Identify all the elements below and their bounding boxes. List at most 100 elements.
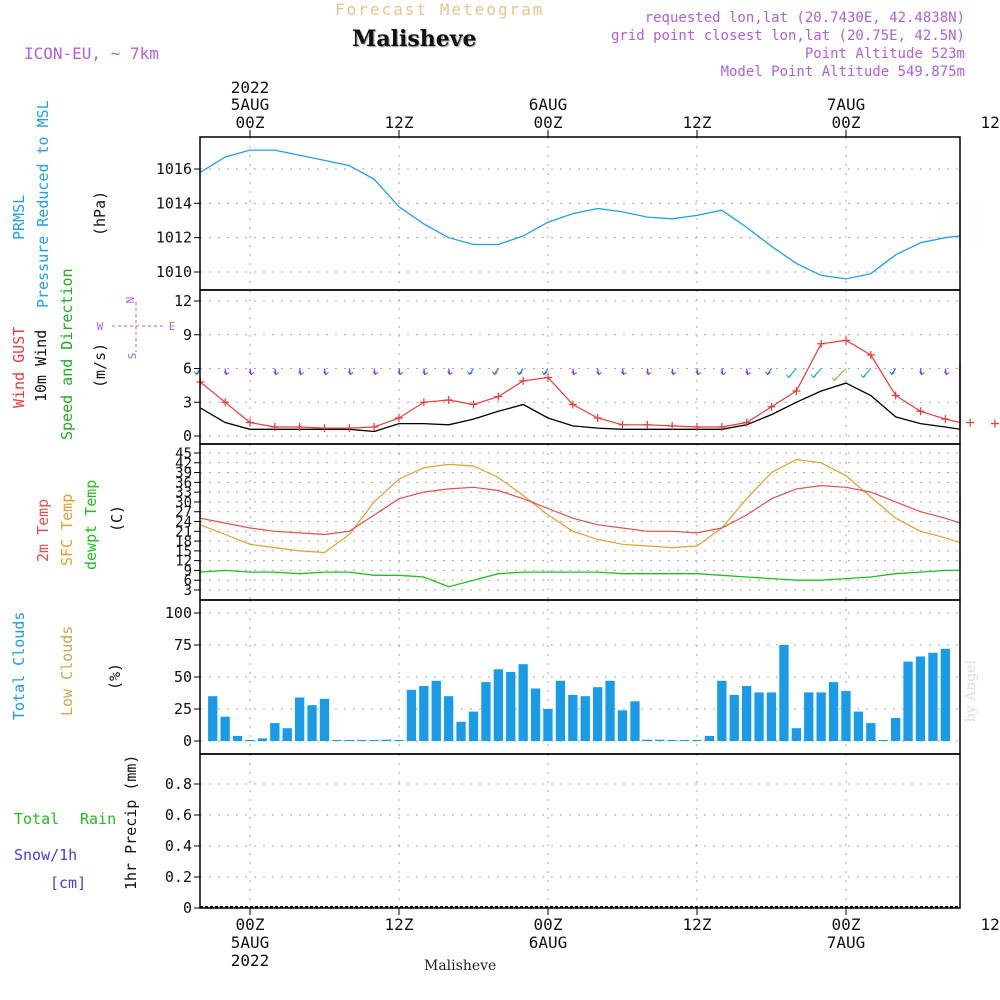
- series-wind-gust: [199, 301, 961, 429]
- y-tick-label: 15: [175, 544, 192, 560]
- top-axis-day: 6AUG: [529, 95, 568, 114]
- label-10m-wind: 10m Wind: [32, 330, 50, 402]
- label-sfc-temp: SFC Temp: [58, 494, 76, 566]
- bar-total-clouds: [394, 740, 404, 741]
- y-tick-label: 6: [183, 360, 192, 378]
- gust-marker: [891, 391, 900, 400]
- label-rain: Rain: [80, 810, 116, 828]
- bar-total-clouds: [742, 686, 752, 741]
- y-tick-label: 45: [175, 446, 192, 462]
- gust-marker: [593, 414, 602, 422]
- bar-total-clouds: [530, 688, 541, 741]
- bar-total-clouds: [307, 705, 317, 741]
- label-percent-unit: (%): [106, 663, 124, 690]
- bar-total-clouds: [878, 740, 888, 741]
- series-dewpt-temp: [200, 549, 961, 588]
- wind-arrow-head: [860, 374, 867, 379]
- wind-arrow-head: [720, 371, 727, 376]
- wind-arrow-head: [347, 371, 354, 376]
- bar-total-clouds: [493, 669, 503, 741]
- wind-arrow-head: [621, 371, 627, 376]
- gust-marker: [866, 351, 875, 359]
- gust-marker: [519, 376, 528, 385]
- y-tick-label: 21: [175, 524, 192, 540]
- bar-total-clouds: [381, 739, 392, 741]
- bar-total-clouds: [506, 671, 516, 741]
- series-sfc-temp: [200, 458, 961, 554]
- y-tick-label: 0.8: [165, 775, 192, 793]
- bar-total-clouds: [779, 645, 789, 741]
- gust-marker: [320, 424, 329, 433]
- gust-marker: [817, 339, 826, 348]
- top-axis-hour: 00Z: [832, 113, 861, 132]
- y-tick-label: 1012: [156, 229, 192, 247]
- bar-total-clouds: [282, 728, 292, 741]
- y-tick-label: 0: [183, 427, 192, 445]
- gust-marker: [370, 423, 379, 431]
- gust-marker: [916, 407, 925, 416]
- gust-marker: [568, 400, 577, 409]
- top-axis-hour: 12Z: [981, 113, 1000, 132]
- bar-total-clouds: [605, 680, 615, 741]
- gust-marker: [693, 423, 701, 431]
- bar-total-clouds: [419, 686, 429, 741]
- label-pressure-msl: Pressure Reduced to MSL: [34, 100, 52, 308]
- bar-total-clouds: [245, 740, 255, 741]
- bottom-axis-year: 2022: [231, 951, 270, 970]
- gust-marker: [221, 398, 230, 407]
- gust-marker: [494, 392, 503, 401]
- wind-arrow-head: [541, 371, 548, 376]
- top-axis-hour: 00Z: [236, 113, 265, 132]
- bar-total-clouds: [518, 664, 528, 741]
- bar-total-clouds: [295, 697, 305, 741]
- label-precip-unit: 1hr Precip (mm): [122, 755, 140, 890]
- y-tick-label: 36: [175, 475, 192, 491]
- bar-total-clouds: [431, 680, 441, 741]
- gust-marker: [792, 387, 801, 395]
- compass-n: N: [124, 297, 137, 304]
- bar-total-clouds: [729, 694, 739, 741]
- gust-marker: [419, 398, 428, 407]
- bar-total-clouds: [766, 692, 777, 741]
- wind-arrow-head: [298, 371, 304, 376]
- gust-marker: [991, 419, 999, 428]
- y-tick-label: 3: [183, 393, 192, 411]
- bar-total-clouds: [555, 680, 566, 741]
- bar-total-clouds: [543, 709, 553, 741]
- bar-total-clouds: [456, 721, 466, 741]
- bottom-axis-day: 6AUG: [529, 933, 568, 952]
- series-2m-temp: [200, 484, 961, 536]
- grid-point-coords: grid point closest lon,lat (20.75E, 42.5…: [610, 28, 965, 44]
- model-altitude: Model Point Altitude 549.875m: [720, 64, 965, 80]
- bar-total-clouds: [828, 682, 839, 741]
- wind-arrow-head: [223, 371, 230, 376]
- bar-total-clouds: [928, 652, 938, 741]
- label-total: Total: [14, 810, 59, 828]
- y-tick-label: 33: [175, 485, 192, 501]
- wind-arrow-head: [943, 371, 950, 376]
- top-axis-hour: 12Z: [385, 113, 414, 132]
- wind-arrow-head: [831, 377, 838, 382]
- bar-total-clouds: [357, 740, 367, 741]
- wind-direction-arrow: [812, 368, 822, 378]
- y-tick-label: 0: [183, 899, 192, 917]
- bar-total-clouds: [220, 716, 230, 741]
- bar-total-clouds: [891, 718, 901, 741]
- title-faded: Forecast Meteogram: [335, 0, 545, 19]
- y-tick-label: 100: [165, 604, 192, 622]
- bar-total-clouds: [655, 739, 665, 741]
- gust-marker: [842, 336, 850, 345]
- label-hpa-unit: (hPa): [91, 191, 109, 236]
- label-prmsl: PRMSL: [10, 195, 28, 240]
- wind-direction-arrow: [833, 368, 847, 381]
- series-prmsl: [199, 149, 961, 280]
- y-tick-label: 42: [175, 456, 192, 472]
- bottom-axis-day: 5AUG: [231, 933, 270, 952]
- bar-total-clouds: [717, 680, 727, 741]
- gust-marker: [270, 423, 279, 431]
- bar-total-clouds: [319, 698, 330, 741]
- label-c-unit: (C): [108, 505, 126, 532]
- wind-arrow-head: [670, 371, 677, 376]
- bottom-axis-hour: 00Z: [534, 915, 563, 934]
- bar-total-clouds: [630, 701, 640, 741]
